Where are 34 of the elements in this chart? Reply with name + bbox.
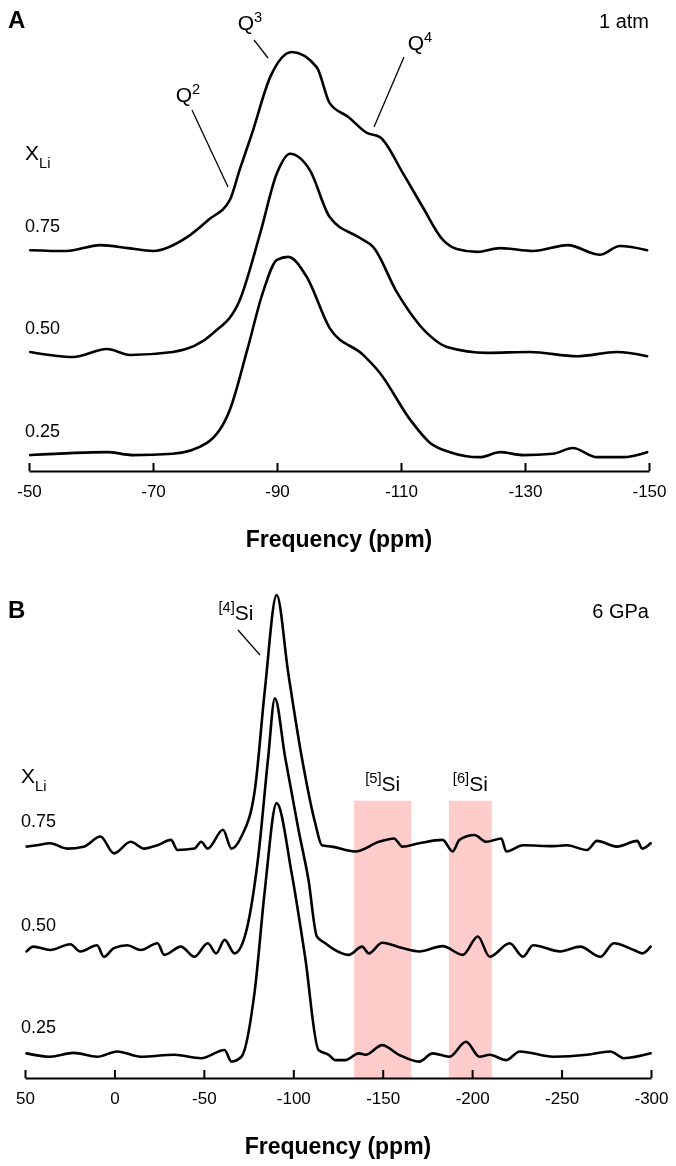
series-label: 0.25 bbox=[25, 421, 61, 442]
annotation: Q$^{4}$ bbox=[407, 29, 433, 54]
band-label: $^{[6]}$Si bbox=[452, 769, 488, 795]
x-tick-label: -200 bbox=[455, 1089, 490, 1109]
series-label: 0.75 bbox=[25, 216, 61, 237]
chart-title: B bbox=[8, 596, 26, 623]
band-label: $^{[5]}$Si bbox=[365, 769, 401, 795]
x-tick-label: -130 bbox=[508, 482, 543, 502]
text: 1 atm bbox=[598, 10, 649, 32]
chart-title: A bbox=[8, 6, 26, 33]
x-tick-label: -50 bbox=[192, 1089, 217, 1109]
x-tick-label: -150 bbox=[632, 482, 667, 502]
x-tick-label: -250 bbox=[545, 1089, 580, 1109]
annotation: Q$^{2}$ bbox=[175, 81, 201, 106]
text: Q$^{3}$ bbox=[237, 9, 263, 34]
series-label: 0.25 bbox=[21, 1017, 57, 1038]
x-tick-label: -150 bbox=[366, 1089, 401, 1109]
annotation: 6 GPa bbox=[592, 600, 650, 622]
x-tick-label: -300 bbox=[634, 1089, 669, 1109]
x-tick-label: -70 bbox=[141, 482, 166, 502]
x-axis-title: Frequency (ppm) bbox=[245, 526, 433, 552]
series-label: 0.50 bbox=[21, 915, 57, 936]
legend-title: X$_{Li}$ bbox=[25, 141, 51, 171]
x-tick-label: -100 bbox=[276, 1089, 311, 1109]
x-tick-label: 50 bbox=[16, 1089, 35, 1109]
x-tick-label: 0 bbox=[110, 1089, 120, 1109]
x-tick-label: -110 bbox=[385, 482, 418, 502]
x-axis-title: Frequency (ppm) bbox=[244, 1133, 432, 1159]
x-tick-label: -50 bbox=[17, 482, 42, 502]
annotation: $^{[4]}$Si bbox=[218, 599, 254, 624]
x-tick-label: -90 bbox=[265, 482, 290, 502]
legend-title: X$_{Li}$ bbox=[21, 764, 47, 794]
series-label: 0.50 bbox=[25, 318, 61, 338]
series-label: 0.75 bbox=[21, 810, 57, 831]
